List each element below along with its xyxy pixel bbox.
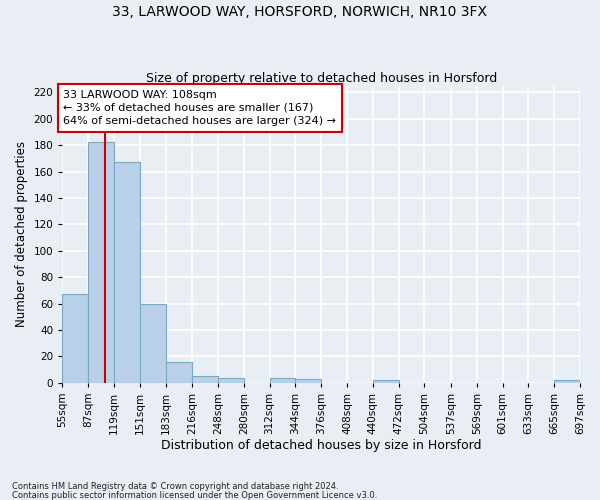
Bar: [166, 362, 192, 383]
X-axis label: Distribution of detached houses by size in Horsford: Distribution of detached houses by size …: [161, 440, 481, 452]
Text: Contains public sector information licensed under the Open Government Licence v3: Contains public sector information licen…: [12, 490, 377, 500]
Text: 33, LARWOOD WAY, HORSFORD, NORWICH, NR10 3FX: 33, LARWOOD WAY, HORSFORD, NORWICH, NR10…: [113, 5, 487, 19]
Bar: [192, 376, 218, 383]
Bar: [269, 378, 295, 383]
Text: Contains HM Land Registry data © Crown copyright and database right 2024.: Contains HM Land Registry data © Crown c…: [12, 482, 338, 491]
Title: Size of property relative to detached houses in Horsford: Size of property relative to detached ho…: [146, 72, 497, 85]
Bar: [114, 162, 140, 383]
Bar: [295, 379, 321, 383]
Bar: [88, 142, 114, 383]
Y-axis label: Number of detached properties: Number of detached properties: [15, 141, 28, 327]
Bar: [373, 380, 398, 383]
Bar: [218, 378, 244, 383]
Bar: [140, 304, 166, 383]
Text: 33 LARWOOD WAY: 108sqm
← 33% of detached houses are smaller (167)
64% of semi-de: 33 LARWOOD WAY: 108sqm ← 33% of detached…: [63, 90, 336, 126]
Bar: [554, 380, 580, 383]
Bar: [62, 294, 88, 383]
